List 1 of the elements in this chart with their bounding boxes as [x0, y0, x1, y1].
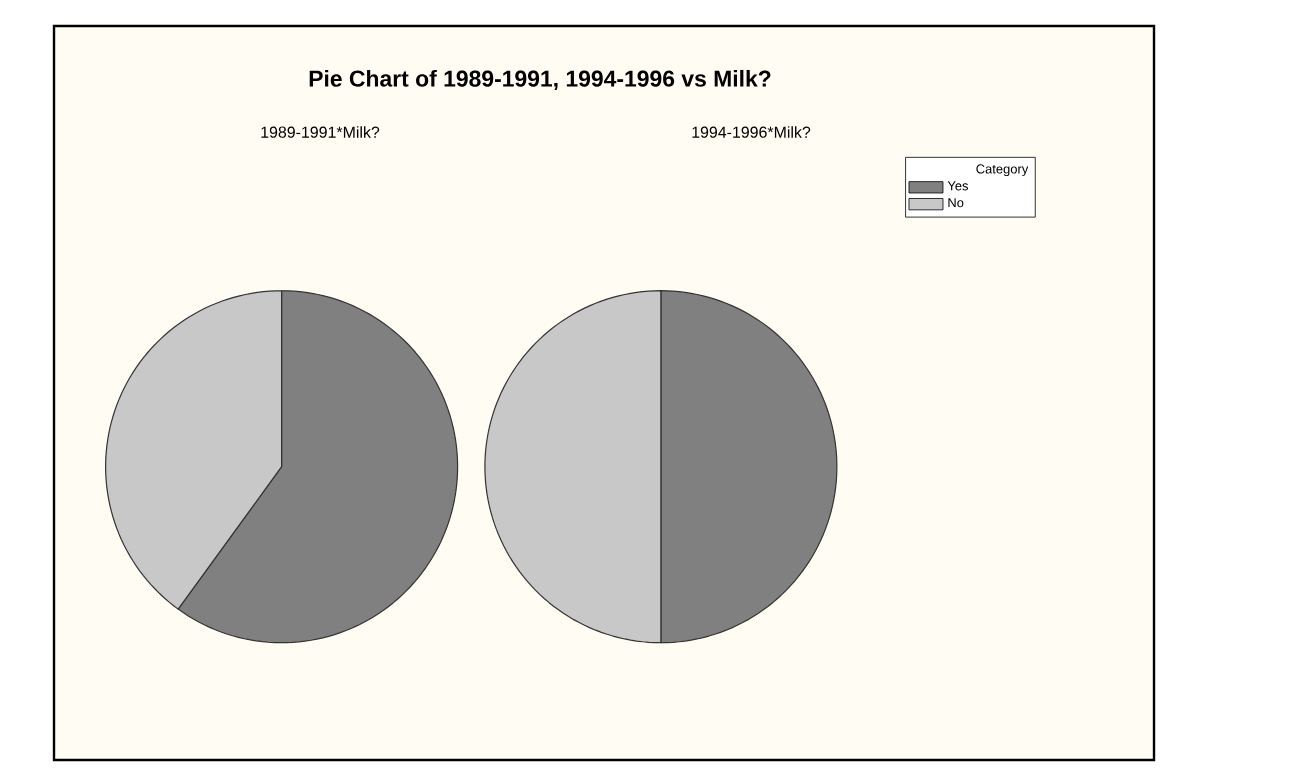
text: Pie Chart of 1989-1991, 1994-1996 vs Milk?: [309, 69, 771, 91]
